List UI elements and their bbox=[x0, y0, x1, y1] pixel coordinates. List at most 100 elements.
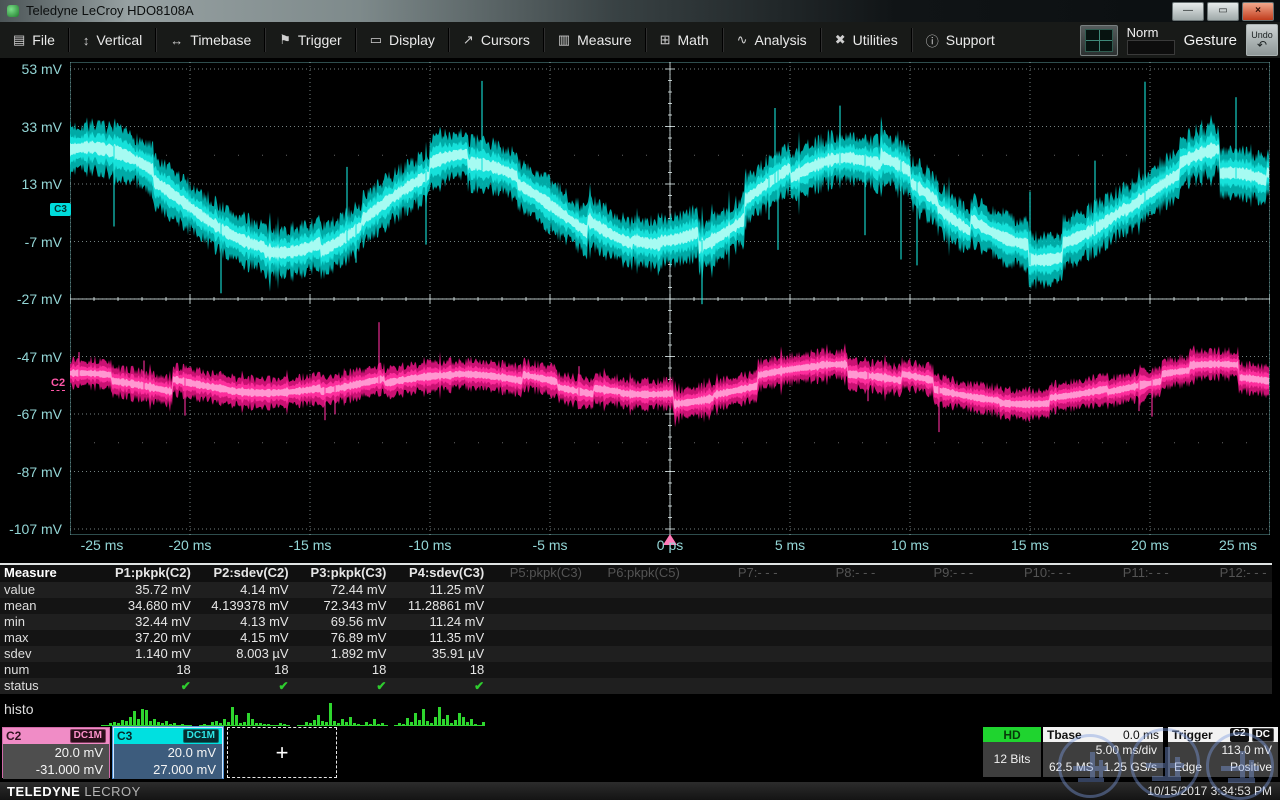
c3-descriptor-box[interactable]: C3 DC1M 20.0 mV 27.000 mV bbox=[113, 727, 223, 778]
menu-item-display[interactable]: ▭Display bbox=[357, 22, 448, 58]
measure-cell: 37.20 mV bbox=[98, 630, 196, 646]
measure-cell bbox=[587, 630, 685, 646]
measure-row-label: min bbox=[0, 614, 98, 630]
hd-mode-box[interactable]: HD 12 Bits bbox=[983, 727, 1041, 777]
measure-cell bbox=[489, 582, 587, 598]
calculator-icon: ⊞ bbox=[660, 32, 671, 48]
measure-cell bbox=[1174, 598, 1272, 614]
menu-item-timebase[interactable]: ↔Timebase bbox=[157, 22, 264, 58]
histo-cell bbox=[98, 696, 196, 730]
menu-item-utilities[interactable]: ✖Utilities bbox=[822, 22, 911, 58]
measure-header-p11[interactable]: P11:- - - bbox=[1076, 565, 1174, 582]
measure-cell bbox=[880, 582, 978, 598]
add-channel-button[interactable]: + bbox=[227, 727, 337, 778]
measure-header-p5[interactable]: P5:pkpk(C3) bbox=[489, 565, 587, 582]
menu-item-analysis[interactable]: ∿Analysis bbox=[724, 22, 820, 58]
trigger-level: 113.0 mV bbox=[1168, 742, 1278, 759]
measure-cell bbox=[685, 678, 783, 694]
measure-cell: 76.89 mV bbox=[294, 630, 392, 646]
menu-item-file[interactable]: ▤File bbox=[0, 22, 68, 58]
measure-cell bbox=[978, 598, 1076, 614]
measure-header-p8[interactable]: P8:- - - bbox=[783, 565, 881, 582]
histo-cell bbox=[489, 696, 587, 730]
histo-cell bbox=[587, 696, 685, 730]
timebase-box[interactable]: Tbase 0.0 ms 5.00 ms/div 62.5 MS 1.25 GS… bbox=[1043, 727, 1163, 777]
measure-header-p10[interactable]: P10:- - - bbox=[978, 565, 1076, 582]
histogram-p4 bbox=[391, 698, 488, 726]
measure-cell: 11.28861 mV bbox=[391, 598, 489, 614]
measure-cell: 69.56 mV bbox=[294, 614, 392, 630]
oscilloscope-screen: Teledyne LeCroy HDO8108A — ▭ × ▤File↕Ver… bbox=[0, 0, 1280, 800]
undo-button[interactable]: Undo ↶ bbox=[1246, 24, 1278, 56]
time-axis-label: 5 ms bbox=[750, 537, 830, 553]
measure-header-p3[interactable]: P3:pkpk(C3) bbox=[294, 565, 392, 582]
menu-item-vertical[interactable]: ↕Vertical bbox=[70, 22, 155, 58]
time-axis-label: 15 ms bbox=[990, 537, 1070, 553]
measure-cell: 11.25 mV bbox=[391, 582, 489, 598]
c3-scale: 20.0 mV bbox=[114, 744, 216, 761]
c2-label: C2 bbox=[6, 729, 21, 743]
measure-header-p1[interactable]: P1:pkpk(C2) bbox=[98, 565, 196, 582]
measure-cell bbox=[783, 646, 881, 662]
menu-item-support[interactable]: ⓘ Support bbox=[913, 22, 1008, 58]
c3-channel-marker[interactable]: C3 bbox=[50, 203, 71, 216]
ruler-icon: ▥ bbox=[558, 32, 570, 48]
menu-item-math[interactable]: ⊞ Math bbox=[647, 22, 722, 58]
waveform-display[interactable] bbox=[70, 62, 1270, 535]
measure-cell bbox=[1174, 678, 1272, 694]
tbase-delay: 0.0 ms bbox=[1123, 728, 1159, 742]
histogram-p1 bbox=[98, 698, 195, 726]
waveform-plot: C3 C2 53 mV33 mV13 mV-7 mV-27 mV-47 mV-6… bbox=[0, 58, 1280, 563]
measure-header-p4[interactable]: P4:sdev(C3) bbox=[391, 565, 489, 582]
menu-item-trigger[interactable]: ⚑Trigger bbox=[266, 22, 354, 58]
restore-button[interactable]: ▭ bbox=[1207, 2, 1239, 21]
histo-cell bbox=[978, 696, 1076, 730]
info-icon: ⓘ bbox=[926, 31, 939, 50]
c2-channel-marker[interactable]: C2 bbox=[51, 377, 65, 391]
menu-label: Timebase bbox=[190, 32, 251, 48]
c2-descriptor-box[interactable]: C2 DC1M 20.0 mV -31.000 mV bbox=[2, 727, 110, 778]
trigger-mode-box[interactable] bbox=[1127, 40, 1175, 55]
trigger-mode-label[interactable]: Norm bbox=[1127, 26, 1159, 40]
measure-cell bbox=[783, 678, 881, 694]
time-axis-label: 10 ms bbox=[870, 537, 950, 553]
trigger-box[interactable]: Trigger C2 DC 113.0 mV Edge Positive bbox=[1168, 727, 1278, 777]
time-axis-label: -25 ms bbox=[62, 537, 142, 553]
measure-cell bbox=[685, 630, 783, 646]
measure-cell bbox=[489, 678, 587, 694]
tbase-per-div: 5.00 ms/div bbox=[1043, 742, 1163, 759]
trigger-source-badge: C2 bbox=[1230, 728, 1249, 742]
measure-cell bbox=[1174, 646, 1272, 662]
measure-cell bbox=[978, 678, 1076, 694]
menu-label: Support bbox=[946, 32, 995, 48]
measure-cell bbox=[978, 662, 1076, 678]
time-axis-label: -20 ms bbox=[150, 537, 230, 553]
measure-header-p2[interactable]: P2:sdev(C2) bbox=[196, 565, 294, 582]
measure-cell bbox=[880, 614, 978, 630]
minimize-button[interactable]: — bbox=[1172, 2, 1204, 21]
menu-item-cursors[interactable]: ↗Cursors bbox=[450, 22, 543, 58]
file-icon: ▤ bbox=[13, 32, 25, 48]
measure-header-p9[interactable]: P9:- - - bbox=[880, 565, 978, 582]
time-axis-label: -15 ms bbox=[270, 537, 350, 553]
measure-cell: 4.13 mV bbox=[196, 614, 294, 630]
menu-label: Math bbox=[678, 32, 709, 48]
histo-cell bbox=[783, 696, 881, 730]
close-button[interactable]: × bbox=[1242, 2, 1274, 21]
histo-cell bbox=[294, 696, 392, 730]
measure-header-p12[interactable]: P12:- - - bbox=[1174, 565, 1272, 582]
measure-cell bbox=[1076, 598, 1174, 614]
measure-header-p6[interactable]: P6:pkpk(C5) bbox=[587, 565, 685, 582]
measure-cell: ✔ bbox=[391, 678, 489, 694]
histo-cell bbox=[1174, 696, 1272, 730]
measure-header-p7[interactable]: P7:- - - bbox=[685, 565, 783, 582]
menu-item-measure[interactable]: ▥Measure bbox=[545, 22, 645, 58]
measure-cell bbox=[489, 614, 587, 630]
grid-thumbnail-icon bbox=[1085, 29, 1113, 52]
grid-display-button[interactable] bbox=[1080, 25, 1118, 56]
gesture-button[interactable]: Gesture bbox=[1184, 32, 1237, 49]
measure-cell: 1.140 mV bbox=[98, 646, 196, 662]
measure-row-label: value bbox=[0, 582, 98, 598]
measure-cell bbox=[1076, 662, 1174, 678]
measure-cell: ✔ bbox=[294, 678, 392, 694]
